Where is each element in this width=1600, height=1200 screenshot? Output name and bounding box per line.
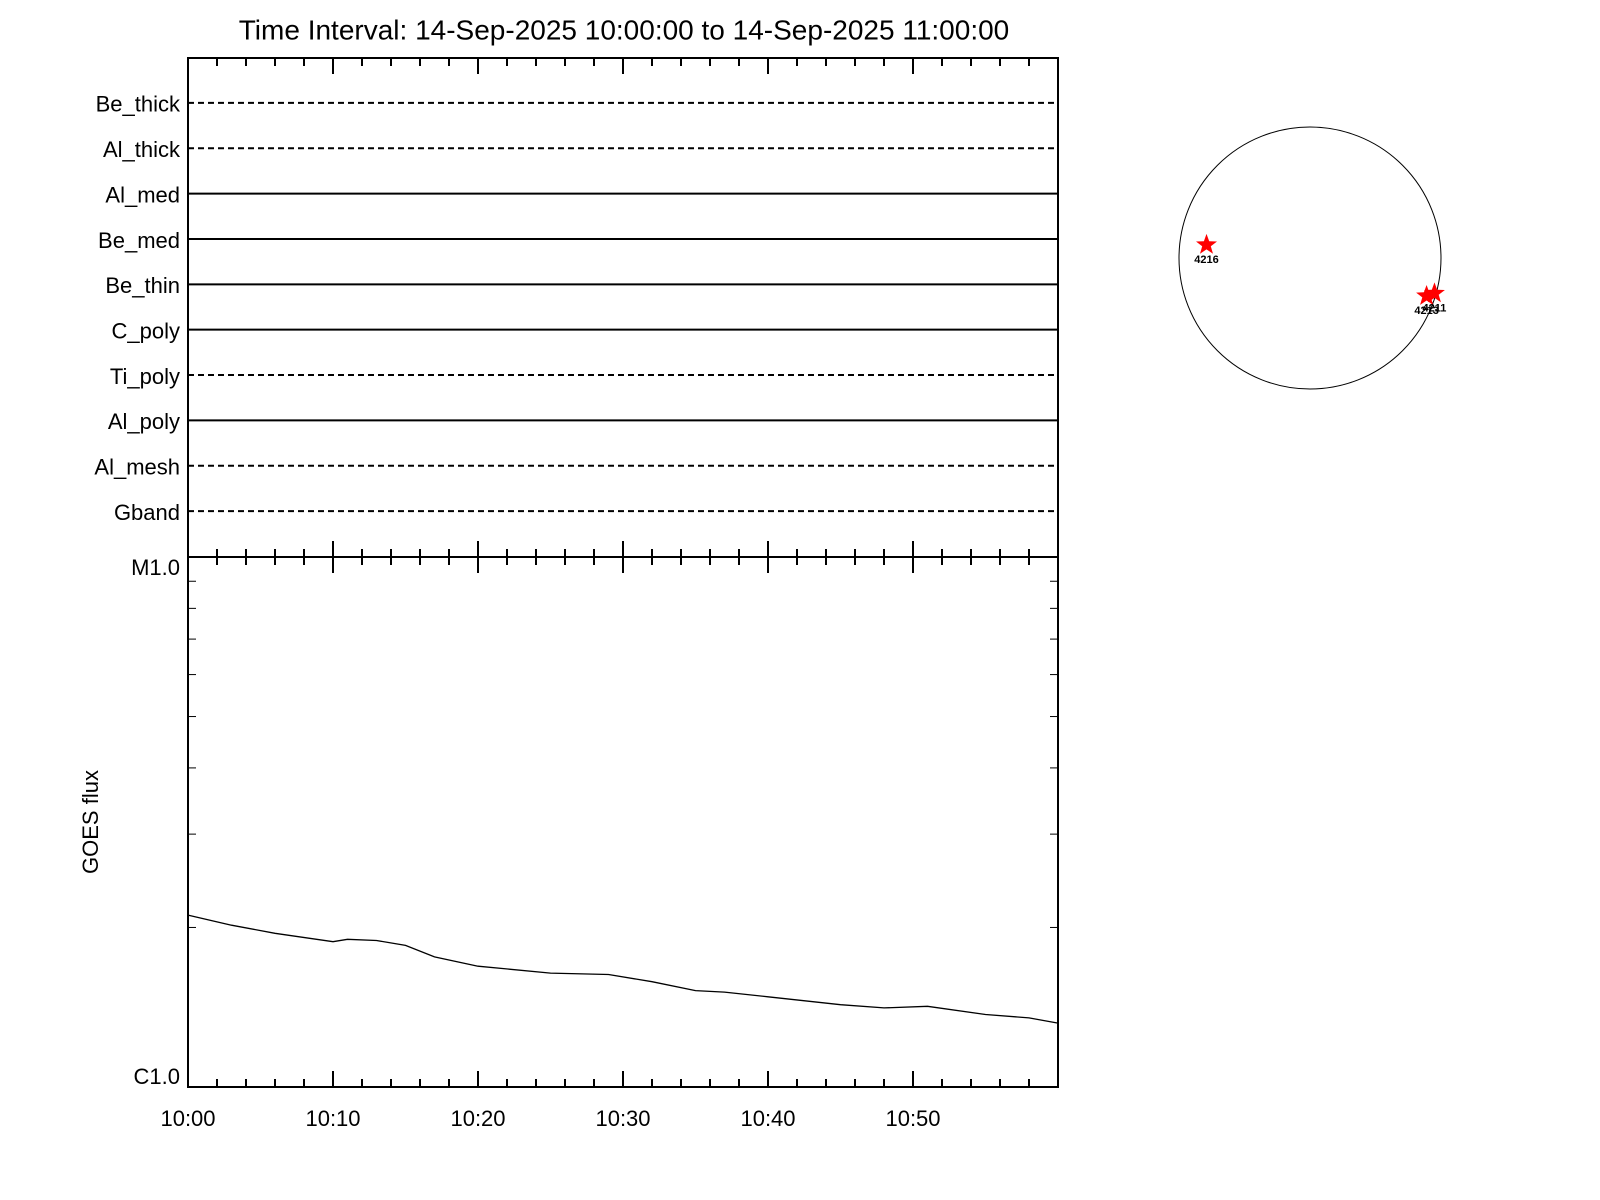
region-label: 4213 — [1414, 305, 1438, 317]
region-star — [1424, 282, 1445, 303]
filter-label: Gband — [114, 500, 180, 525]
x-tick-label: 10:30 — [595, 1106, 650, 1131]
filter-label: Be_thick — [96, 92, 181, 117]
filter-label: Ti_poly — [110, 364, 180, 389]
region-star — [1196, 233, 1217, 254]
x-tick-label: 10:00 — [160, 1106, 215, 1131]
x-tick-label: 10:50 — [885, 1106, 940, 1131]
filter-label: Al_med — [105, 182, 180, 207]
region-label: 4216 — [1194, 254, 1218, 266]
x-tick-label: 10:10 — [305, 1106, 360, 1131]
x-tick-label: 10:20 — [450, 1106, 505, 1131]
y-tick-label: C1.0 — [134, 1064, 180, 1089]
solar-disk — [1178, 126, 1442, 390]
region-star — [1416, 285, 1438, 305]
y-tick-label: M1.0 — [131, 555, 180, 580]
flux-line — [187, 914, 1059, 1024]
top-frame — [187, 57, 1059, 558]
chart-title: Time Interval: 14-Sep-2025 10:00:00 to 1… — [239, 14, 1010, 45]
filter-label: C_poly — [112, 318, 180, 343]
filter-label: Be_thin — [105, 273, 180, 298]
filter-label: Al_poly — [108, 409, 180, 434]
filter-label: Al_mesh — [94, 455, 180, 480]
filter-label: Be_med — [98, 228, 180, 253]
bottom-frame — [187, 556, 1059, 1088]
y-axis-label: GOES flux — [78, 770, 103, 874]
region-label: 4211 — [1423, 302, 1447, 314]
filter-label: Al_thick — [103, 137, 181, 162]
x-tick-label: 10:40 — [740, 1106, 795, 1131]
